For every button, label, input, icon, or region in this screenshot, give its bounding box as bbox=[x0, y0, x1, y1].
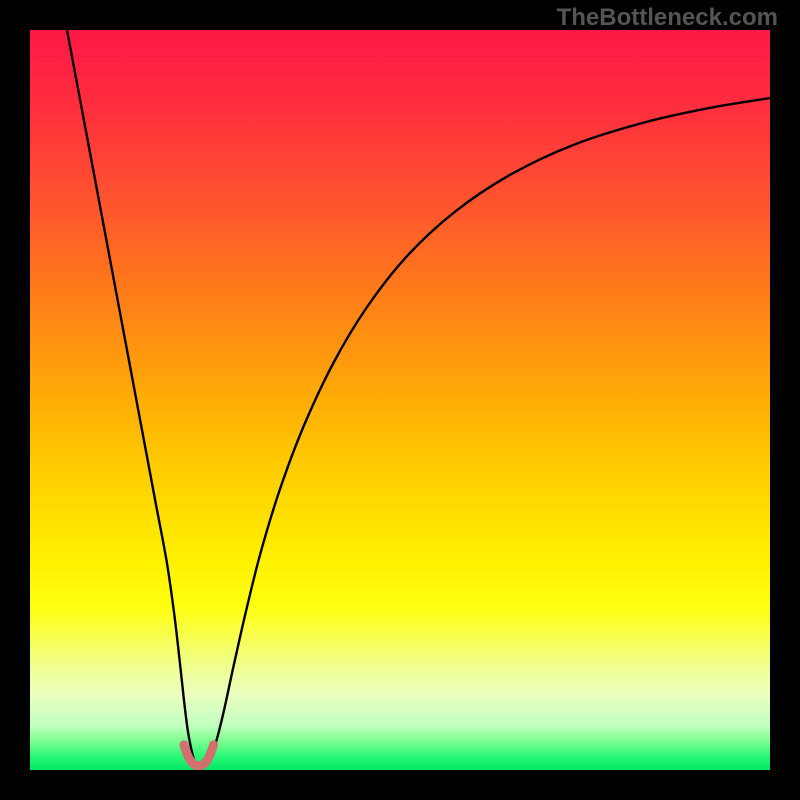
curve-left-branch bbox=[67, 30, 197, 765]
watermark-text: TheBottleneck.com bbox=[557, 4, 778, 32]
curve-dip-marker bbox=[184, 745, 214, 766]
chart-container: TheBottleneck.com bbox=[0, 0, 800, 800]
curve-layer bbox=[30, 30, 770, 770]
plot-area bbox=[30, 30, 770, 770]
curve-right-branch bbox=[206, 98, 770, 765]
